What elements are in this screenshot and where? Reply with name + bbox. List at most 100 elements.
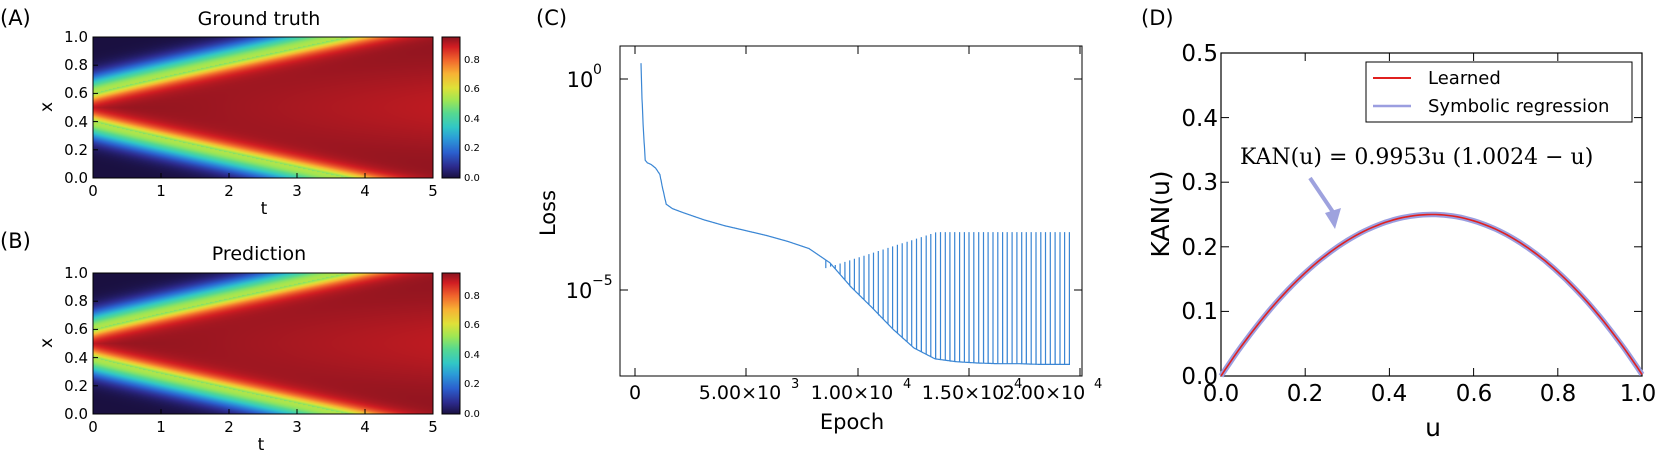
panel-d-xlabel: u bbox=[1425, 413, 1441, 442]
panel-d-ytick: 0.2 bbox=[1181, 235, 1218, 261]
panel-d-xticks: 0.0 0.2 0.4 0.6 0.8 1.0 bbox=[1203, 381, 1657, 407]
panel-c-xtick: 1.50×10 bbox=[922, 382, 1004, 404]
panel-a-xtick: 4 bbox=[360, 182, 370, 200]
legend-box bbox=[1365, 61, 1633, 123]
panel-c-xtick-exponent: 4 bbox=[903, 377, 911, 392]
panel-a-ylabel: x bbox=[37, 102, 57, 112]
panel-c-xtick-exponent: 3 bbox=[791, 377, 799, 392]
panel-a-cbar-tick: 0.0 bbox=[464, 173, 480, 184]
panel-d-ytick: 0.3 bbox=[1181, 170, 1218, 196]
panel-c-ytick-exponent: 0 bbox=[593, 62, 602, 78]
panel-b-yticks: 0.0 0.2 0.4 0.6 0.8 1.0 bbox=[64, 264, 88, 423]
panel-d-yticks: 0.0 0.1 0.2 0.3 0.4 0.5 bbox=[1181, 41, 1218, 390]
panel-c-xtick-exponent: 4 bbox=[1014, 377, 1022, 392]
panel-b-frame bbox=[92, 272, 434, 415]
panel-b-xlabel: t bbox=[258, 435, 265, 453]
panel-d-xtick: 1.0 bbox=[1620, 381, 1657, 407]
panel-b-colorbar bbox=[441, 272, 461, 415]
panel-c-xlabel: Epoch bbox=[820, 410, 884, 434]
panel-c-xtick-exponent: 4 bbox=[1094, 377, 1102, 392]
panel-a-letter: (A) bbox=[0, 6, 31, 30]
panel-a-xtick: 3 bbox=[292, 182, 302, 200]
panel-b-ylabel: x bbox=[37, 338, 57, 348]
annotation-arrowhead bbox=[1325, 208, 1341, 229]
panel-a-xticks: 0 1 2 3 4 5 bbox=[88, 182, 438, 200]
panel-b-ytick: 0.2 bbox=[64, 377, 88, 395]
panel-a-ytick: 0.4 bbox=[64, 113, 88, 131]
panel-a-cbar-tick: 0.6 bbox=[464, 84, 480, 95]
symbolic-regression-curve bbox=[1218, 211, 1645, 378]
panel-b: (B) Prediction 0.0 0.2 0.4 0.6 0.8 1.0 0… bbox=[0, 229, 480, 453]
loss-series-line bbox=[640, 63, 1070, 365]
panel-a-cbar-tick: 0.2 bbox=[464, 143, 480, 154]
panel-d-xtick: 0.2 bbox=[1287, 381, 1324, 407]
panel-b-cbar-tick: 0.4 bbox=[464, 350, 480, 361]
panel-d-letter: (D) bbox=[1141, 6, 1174, 30]
panel-a-title: Ground truth bbox=[198, 8, 321, 30]
panel-c-xtick: 5.00×10 bbox=[699, 382, 781, 404]
panel-b-cbar-tick: 0.0 bbox=[464, 409, 480, 420]
learned-curve bbox=[1220, 213, 1643, 377]
legend-learned-label: Learned bbox=[1428, 68, 1501, 89]
panel-b-xticks: 0 1 2 3 4 5 bbox=[88, 418, 438, 436]
panel-b-cbar-tick: 0.2 bbox=[464, 379, 480, 390]
panel-a-xtick: 5 bbox=[428, 182, 438, 200]
panel-c-xtick: 2.00×10 bbox=[1003, 382, 1085, 404]
heatmap-tick-marks bbox=[92, 272, 434, 415]
panel-c-ytick-mantissa: 10 bbox=[566, 279, 593, 303]
panel-d-xtick: 0.6 bbox=[1456, 381, 1493, 407]
panel-a-xtick: 0 bbox=[88, 182, 98, 200]
panel-c: (C) 10 0 10 −5 0 5.00×10 3 1.00×10 4 1.5… bbox=[536, 6, 1102, 434]
panel-b-ytick: 0.6 bbox=[64, 320, 88, 338]
panel-d-ytick: 0.1 bbox=[1181, 299, 1218, 325]
annotation-arrow bbox=[1308, 176, 1337, 217]
panel-a-ytick: 0.8 bbox=[64, 56, 88, 74]
panel-b-xtick: 0 bbox=[88, 418, 98, 436]
panel-b-ytick: 0.4 bbox=[64, 349, 88, 367]
panel-a-ytick: 0.0 bbox=[64, 169, 88, 187]
legend-symbolic-label: Symbolic regression bbox=[1428, 96, 1609, 117]
panel-d-xtick: 0.0 bbox=[1203, 381, 1240, 407]
panel-c-ylabel: Loss bbox=[536, 190, 560, 236]
heatmap-tick-marks bbox=[92, 36, 434, 179]
panel-b-ytick: 1.0 bbox=[64, 264, 88, 282]
panel-b-heatmap bbox=[93, 273, 433, 414]
panel-a-heatmap bbox=[93, 37, 433, 178]
panel-c-xtick: 0 bbox=[629, 382, 641, 404]
panel-c-ytick-mantissa: 10 bbox=[567, 68, 594, 92]
panel-b-xtick: 3 bbox=[292, 418, 302, 436]
panel-d-ytick: 0.0 bbox=[1181, 364, 1218, 390]
panel-d-xtick: 0.8 bbox=[1540, 381, 1577, 407]
legend: Learned Symbolic regression bbox=[1365, 61, 1633, 123]
panel-a: (A) Ground truth 0.0 0.2 0.4 0.6 0.8 1.0… bbox=[0, 6, 480, 219]
panel-a-cbar-ticks: 0.0 0.2 0.4 0.6 0.8 bbox=[464, 55, 480, 184]
panel-b-xtick: 5 bbox=[428, 418, 438, 436]
panel-a-xtick: 2 bbox=[224, 182, 234, 200]
panel-c-frame bbox=[619, 45, 1083, 377]
panel-d: (D) 0.0 0.1 0.2 0.3 0.4 0.5 0.0 0.2 0.4 … bbox=[1141, 6, 1656, 442]
panel-b-title: Prediction bbox=[212, 243, 306, 265]
panel-a-colorbar bbox=[441, 36, 461, 179]
panel-c-xtick: 1.00×10 bbox=[811, 382, 893, 404]
panel-b-cbar-ticks: 0.0 0.2 0.4 0.6 0.8 bbox=[464, 291, 480, 420]
panel-a-ytick: 1.0 bbox=[64, 28, 88, 46]
formula-annotation: KAN(u) = 0.9953u (1.0024 − u) bbox=[1240, 145, 1593, 170]
panel-d-ylabel: KAN(u) bbox=[1146, 170, 1175, 257]
panel-a-cbar-tick: 0.4 bbox=[464, 114, 480, 125]
panel-a-yticks: 0.0 0.2 0.4 0.6 0.8 1.0 bbox=[64, 28, 88, 187]
panel-a-ytick: 0.2 bbox=[64, 141, 88, 159]
panel-b-xtick: 4 bbox=[360, 418, 370, 436]
panel-c-ytick-exponent: −5 bbox=[592, 273, 613, 289]
panel-b-cbar-tick: 0.8 bbox=[464, 291, 480, 302]
panel-a-cbar-tick: 0.8 bbox=[464, 55, 480, 66]
panel-c-letter: (C) bbox=[536, 6, 567, 30]
panel-b-ytick: 0.0 bbox=[64, 405, 88, 423]
panel-a-xlabel: t bbox=[261, 199, 268, 219]
panel-b-letter: (B) bbox=[0, 229, 31, 253]
panel-d-ytick: 0.5 bbox=[1181, 41, 1218, 67]
panel-d-frame bbox=[1220, 52, 1643, 377]
panel-a-frame bbox=[92, 36, 434, 179]
panel-b-ytick: 0.8 bbox=[64, 292, 88, 310]
panel-d-xtick: 0.4 bbox=[1371, 381, 1408, 407]
